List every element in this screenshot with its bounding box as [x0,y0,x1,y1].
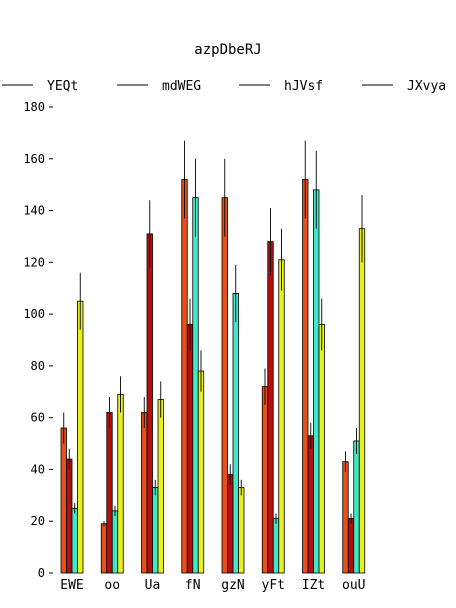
bar-fN-mdWEG [186,324,194,574]
y-tick-label-120: 120 [23,255,45,269]
y-tick-label-0: 0 [38,566,45,580]
y-tick-label-40: 40 [31,462,45,476]
y-tick-label-160: 160 [23,152,45,166]
bar-fN-hJVsf [192,197,199,574]
plot-area [60,140,366,574]
bar-IZt-mdWEG [307,435,314,574]
x-tick-label-oo: oo [104,578,120,593]
bar-yFt-YEQt [261,386,269,574]
bar-fN-YEQt [181,179,188,574]
bar-Ua-hJVsf [152,487,159,574]
legend-label-YEQt: YEQt [47,79,78,94]
bar-yFt-hJVsf [272,518,280,574]
bar-ouU-JXvya [358,228,366,574]
legend-label-hJVsf: hJVsf [284,79,323,94]
bar-EWE-YEQt [60,427,67,574]
legend: YEQt mdWEG hJVsf JXvya [2,79,446,94]
y-tick-label-20: 20 [31,514,45,528]
y-tick-label-140: 140 [23,204,45,218]
bar-EWE-hJVsf [71,507,78,574]
x-tick-label-fN: fN [185,578,201,593]
bar-oo-mdWEG [106,412,113,574]
bar-EWE-JXvya [77,300,84,574]
y-tick-label-60: 60 [31,411,45,425]
x-tick-label-gzN: gzN [221,578,244,593]
bar-oo-hJVsf [111,510,119,574]
bar-ouU-hJVsf [353,440,360,574]
x-tick-label-ouU: ouU [342,578,365,593]
bar-IZt-YEQt [302,179,309,574]
y-tick-label-100: 100 [23,307,45,321]
bar-Ua-JXvya [157,399,164,574]
bar-gzN-YEQt [221,197,228,574]
x-tick-label-EWE: EWE [60,578,83,593]
bar-ouU-mdWEG [347,518,355,574]
bar-EWE-mdWEG [66,458,73,574]
y-axis: 0 20 40 60 80 100 120 140 160 180 [23,100,53,580]
legend-label-mdWEG: mdWEG [162,79,201,94]
bar-IZt-JXvya [318,324,325,574]
bar-yFt-mdWEG [267,241,274,574]
bar-fN-JXvya [197,370,205,574]
bar-oo-YEQt [100,523,108,574]
bar-oo-JXvya [117,393,124,574]
legend-label-JXvya: JXvya [407,79,446,94]
bar-ouU-YEQt [342,461,349,574]
bar-Ua-YEQt [141,412,148,574]
bar-Ua-mdWEG [146,233,153,574]
bar-yFt-JXvya [278,259,285,574]
bar-gzN-mdWEG [227,474,234,574]
x-axis: EWE oo Ua fN gzN yFt IZt ouU [60,578,365,593]
x-tick-label-Ua: Ua [145,578,161,593]
y-tick-label-80: 80 [31,359,45,373]
x-tick-label-IZt: IZt [302,578,325,593]
bar-IZt-hJVsf [313,189,320,574]
bar-gzN-JXvya [238,487,245,574]
y-tick-label-180: 180 [23,100,45,114]
x-tick-label-yFt: yFt [262,578,285,593]
bar-gzN-hJVsf [232,292,239,574]
chart-title: azpDbeRJ [194,42,261,58]
